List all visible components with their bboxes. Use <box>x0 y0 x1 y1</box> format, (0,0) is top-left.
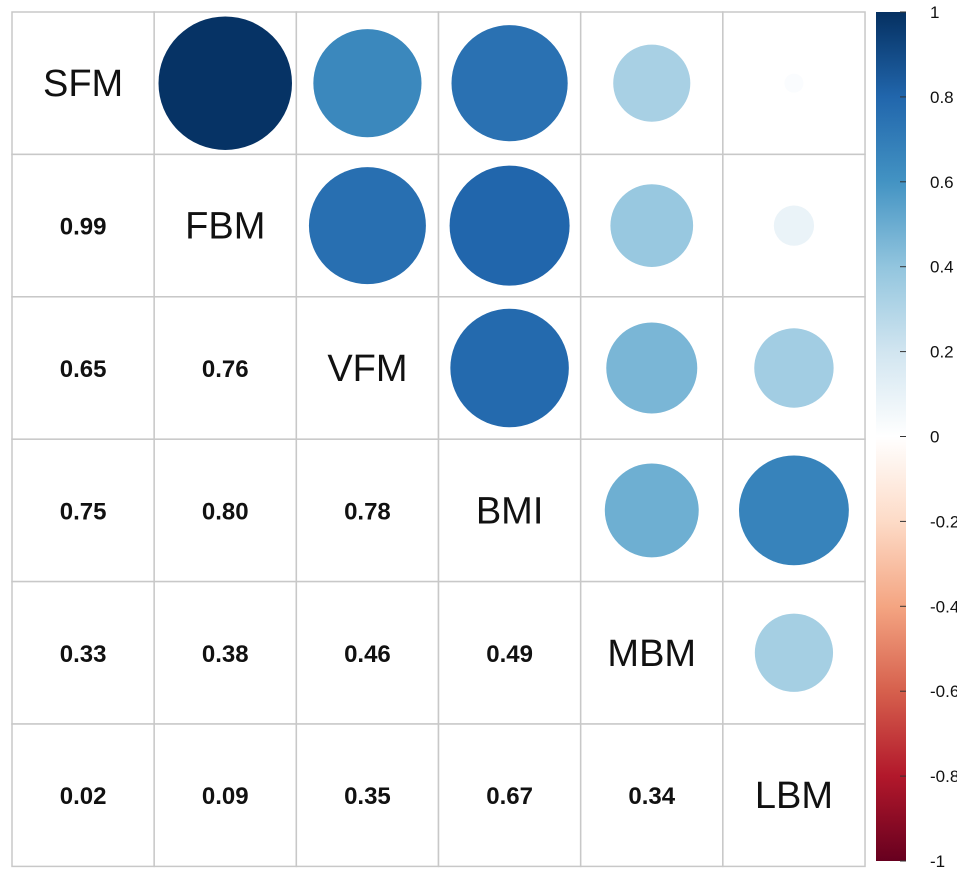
grid-cell <box>11 580 155 725</box>
variable-label-lbm: LBM <box>755 775 833 817</box>
colorbar-tick-label: -0.8 <box>930 767 957 786</box>
correlation-value-bmi-fbm: 0.80 <box>202 498 249 525</box>
correlation-circle-sfm-mbm <box>613 44 691 122</box>
correlation-circle-sfm-lbm <box>784 73 804 93</box>
marks: SFM 0.99 FBM 0.65 0.76 VFM 0.75 0.80 0.78 BMI 0.33… <box>43 16 849 817</box>
correlation-value-bmi-sfm: 0.75 <box>60 498 107 525</box>
grid-cell <box>11 11 155 156</box>
grid-cell <box>579 723 724 868</box>
grid-cell <box>153 438 298 583</box>
grid-cell <box>437 438 582 583</box>
grid-cell <box>437 723 582 868</box>
colorbar-tick-label: 0.4 <box>930 258 954 277</box>
correlation-circle-fbm-bmi <box>449 165 570 286</box>
correlation-value-mbm-sfm: 0.33 <box>60 641 107 668</box>
correlation-value-lbm-mbm: 0.34 <box>628 783 675 810</box>
correlation-circle-sfm-bmi <box>451 25 568 142</box>
correlation-circle-vfm-lbm <box>754 328 834 408</box>
grid-cell <box>11 296 155 440</box>
variable-label-mbm: MBM <box>607 633 696 675</box>
colorbar-tick-label: 0 <box>930 428 939 447</box>
grid-cell <box>722 723 866 868</box>
correlation-value-bmi-vfm: 0.78 <box>344 498 391 525</box>
correlation-circle-sfm-vfm <box>313 29 422 138</box>
grid-cell <box>11 723 155 868</box>
colorbar-tick-label: -0.4 <box>930 597 957 616</box>
grid-cell <box>295 438 440 583</box>
correlation-circle-bmi-lbm <box>739 455 849 566</box>
correlation-value-mbm-bmi: 0.49 <box>486 641 533 668</box>
correlation-circle-fbm-lbm <box>773 205 815 246</box>
correlation-circle-bmi-mbm <box>604 463 699 558</box>
correlation-value-lbm-fbm: 0.09 <box>202 783 249 810</box>
colorbar-tick-label: -0.6 <box>930 682 957 701</box>
correlation-circle-mbm-lbm <box>754 613 834 692</box>
grid-cell <box>153 296 298 440</box>
correlation-value-fbm-sfm: 0.99 <box>60 214 107 241</box>
grid-cell <box>579 580 724 725</box>
grid-cell <box>11 438 155 583</box>
variable-label-vfm: VFM <box>327 348 407 390</box>
correlation-circle-sfm-fbm <box>158 16 293 150</box>
colorbar-tick-label: 1 <box>930 3 939 22</box>
correlation-circle-vfm-bmi <box>450 308 569 428</box>
colorbar-tick-label: 0.8 <box>930 88 954 107</box>
correlation-value-lbm-bmi: 0.67 <box>486 783 533 810</box>
correlation-value-mbm-fbm: 0.38 <box>202 641 249 668</box>
correlation-circle-fbm-mbm <box>610 184 694 267</box>
correlation-value-vfm-sfm: 0.65 <box>60 356 107 383</box>
variable-label-bmi: BMI <box>476 490 544 532</box>
correlation-value-lbm-sfm: 0.02 <box>60 783 107 810</box>
grid-cell <box>295 580 440 725</box>
grid-cell <box>437 580 582 725</box>
colorbar: 1 0.8 0.6 0.4 0.2 0 -0.2 -0.4 -0.6 -0.8 -1 <box>876 3 957 869</box>
variable-label-fbm: FBM <box>185 206 265 248</box>
grid <box>11 11 866 868</box>
colorbar-tick-label: 0.6 <box>930 173 954 192</box>
colorbar-tick-label: -0.2 <box>930 512 957 531</box>
grid-cell <box>153 153 298 298</box>
correlation-value-lbm-vfm: 0.35 <box>344 783 391 810</box>
correlation-value-mbm-vfm: 0.46 <box>344 641 391 668</box>
colorbar-tick-label: 0.2 <box>930 343 954 362</box>
correlation-circle-vfm-mbm <box>606 322 698 414</box>
correlation-value-vfm-fbm: 0.76 <box>202 356 249 383</box>
correlation-circle-fbm-vfm <box>308 167 426 285</box>
colorbar-tick-label: -1 <box>930 852 945 869</box>
variable-label-sfm: SFM <box>43 63 123 105</box>
grid-cell <box>295 296 440 440</box>
